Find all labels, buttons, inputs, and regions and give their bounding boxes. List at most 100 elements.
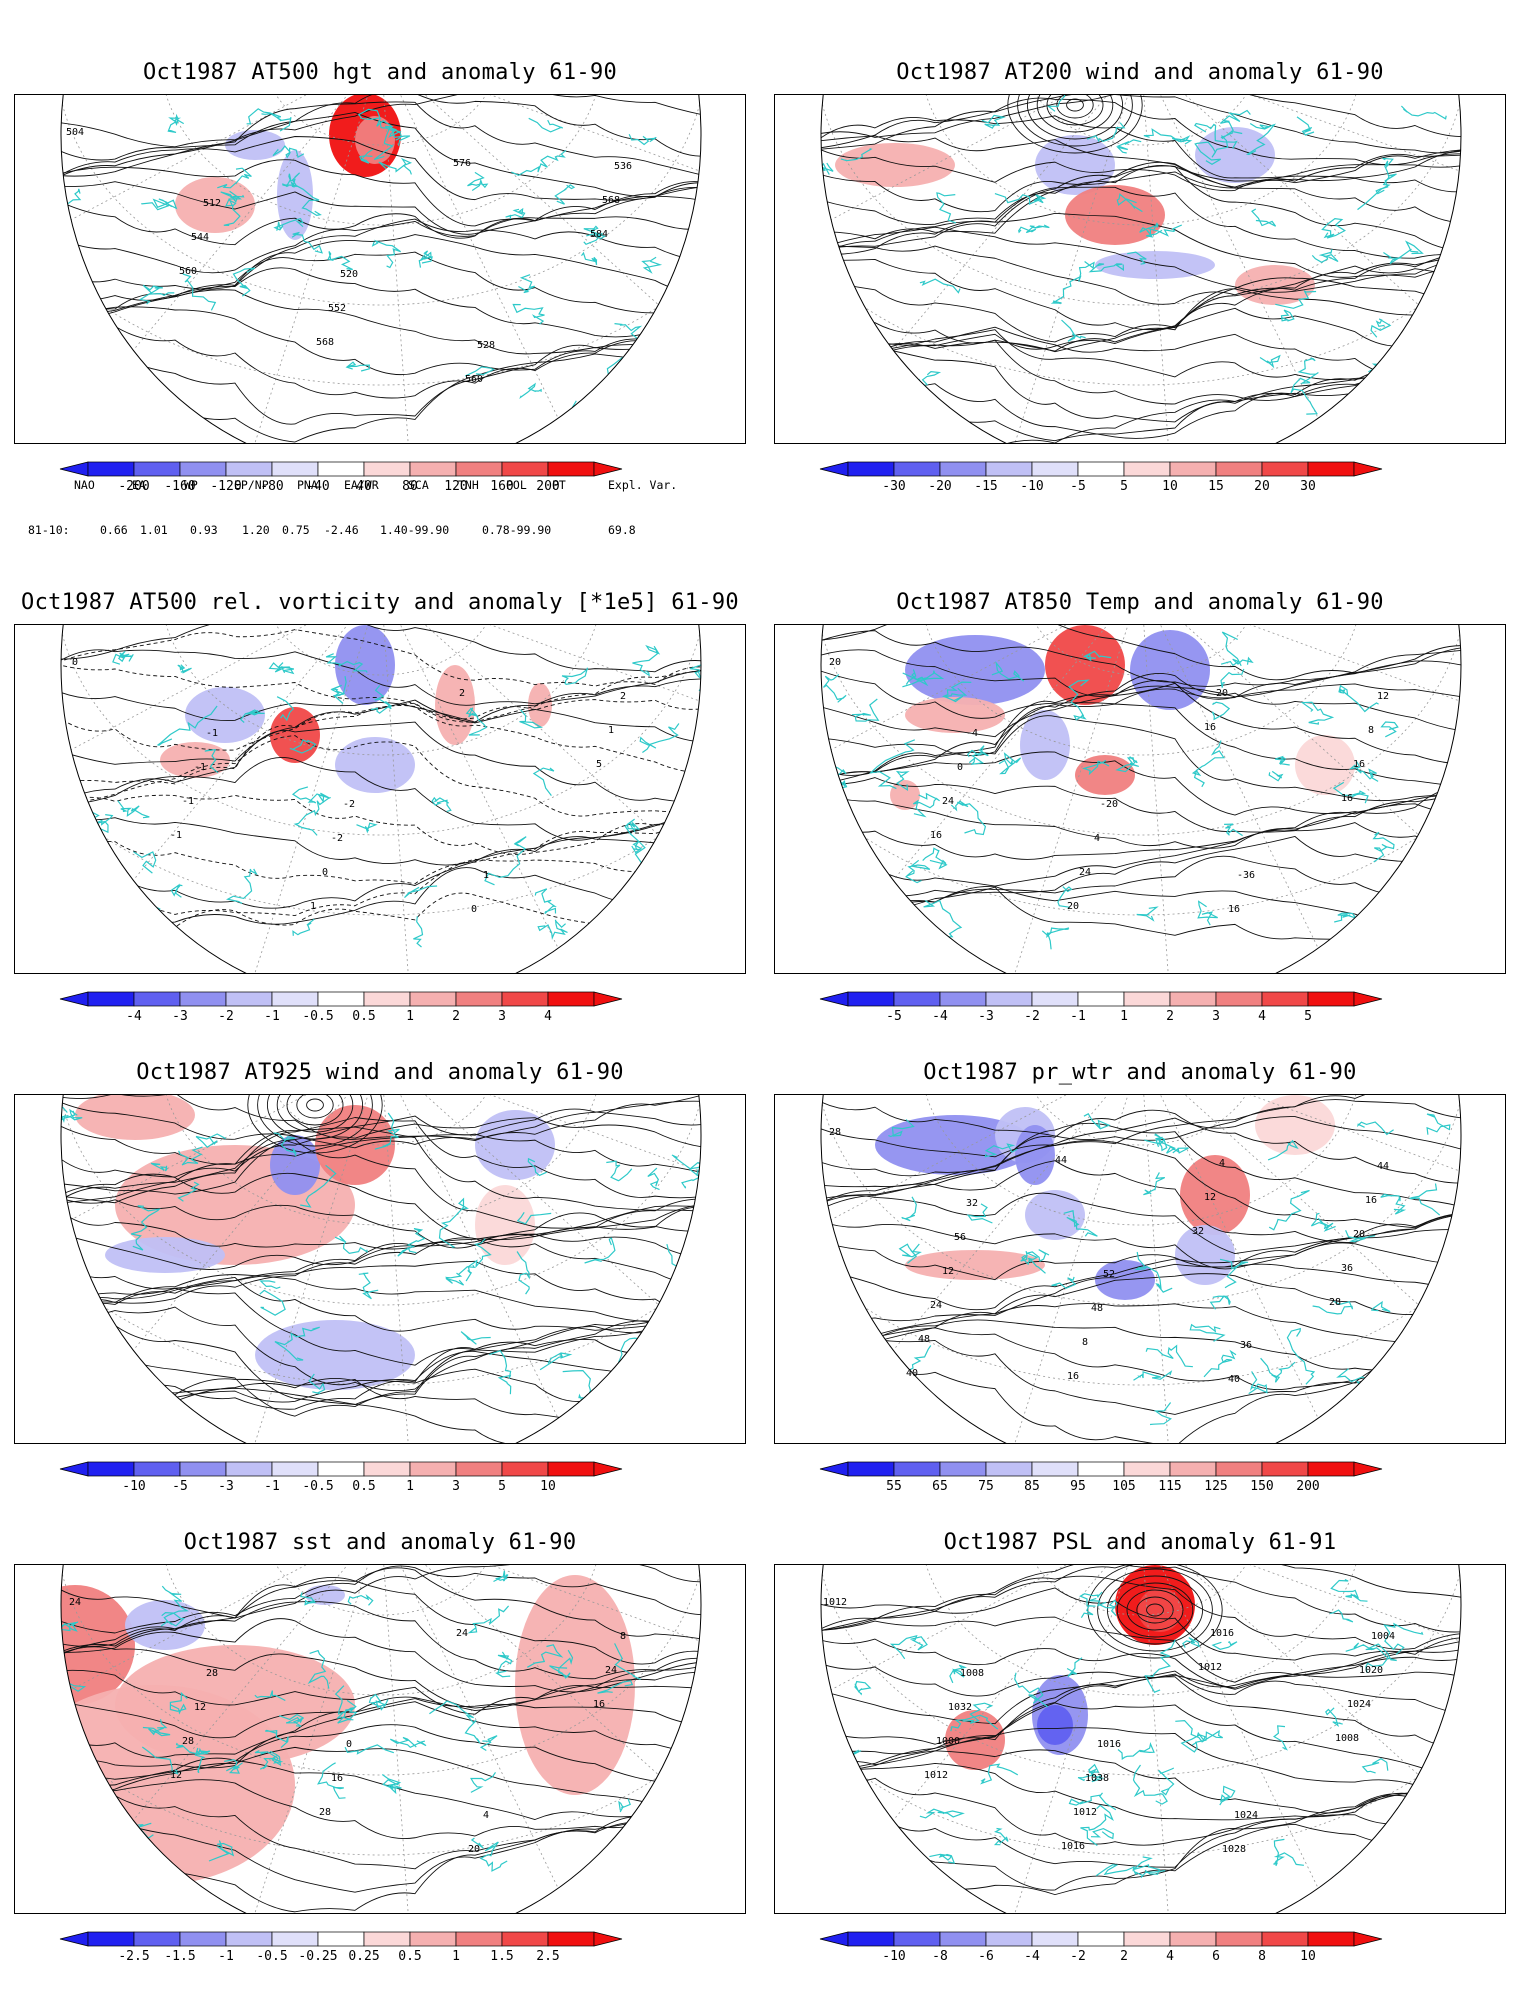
coastline: [460, 1331, 491, 1345]
colorbar-swatch: [1169, 461, 1217, 477]
contour-line: [61, 1274, 701, 1325]
contour-label: -2: [331, 833, 343, 844]
colorbar-swatch: [87, 991, 135, 1007]
coastline: [429, 1700, 481, 1744]
coastline: [254, 1690, 286, 1702]
contour-line: [61, 858, 701, 917]
coastline: [1117, 1742, 1155, 1760]
coastline: [1371, 1300, 1391, 1313]
coastline: [1191, 740, 1225, 788]
contour-line: [821, 288, 1461, 353]
coastline: [1145, 1344, 1193, 1368]
contour-line: [61, 1618, 701, 1693]
coastline: [821, 928, 840, 951]
contour-line: [61, 1233, 701, 1290]
coastline: [1209, 1295, 1231, 1310]
contour-line: [821, 392, 1461, 443]
contour-line: [821, 97, 1461, 166]
coastline: [923, 899, 963, 938]
contour-label: 1: [310, 901, 316, 912]
coastline: [639, 723, 680, 753]
colorbar-swatch: [455, 461, 503, 477]
map-content: [61, 1095, 701, 1443]
colorbar-tick-label: -2: [218, 1009, 234, 1024]
coastline: [1273, 1725, 1288, 1751]
coastline: [844, 890, 862, 908]
contour-label: 16: [930, 830, 942, 841]
colorbar-tick-label: 200: [536, 479, 559, 494]
contour-label: 560: [179, 266, 197, 277]
contour-label: 504: [66, 127, 84, 138]
index-value: -2.46: [324, 523, 359, 537]
contour-line: [61, 1378, 701, 1436]
coastline: [1194, 135, 1229, 165]
coastline: [614, 1643, 641, 1680]
colorbar-swatch: [179, 991, 227, 1007]
colorbar-swatch: [363, 1461, 411, 1477]
colorbar-tick-label: 150: [1250, 1479, 1273, 1494]
colorbar-arrow-right: [1353, 1931, 1383, 1947]
contour-label: 1008: [960, 1668, 984, 1679]
coastline: [259, 1289, 286, 1316]
contour-label: 1004: [1371, 1631, 1395, 1642]
contour-label: 4: [1219, 1158, 1225, 1169]
coastline: [905, 859, 931, 884]
contour-line: [61, 251, 701, 322]
anomaly-shading: [1037, 1705, 1073, 1745]
contour-label: 576: [453, 158, 471, 169]
colorbar-arrow-right: [1353, 991, 1383, 1007]
colorbar-tick-label: -200: [118, 479, 149, 494]
coastline: [358, 148, 373, 164]
contour-line: [61, 1804, 701, 1893]
coastline: [150, 1162, 168, 1172]
colorbar-swatch: [1123, 461, 1171, 477]
coastline: [268, 662, 295, 675]
colorbar-tick-label: 125: [1204, 1479, 1227, 1494]
contour-label: 36: [1341, 1263, 1353, 1274]
contour-label: 28: [829, 1127, 841, 1138]
contour-line: [61, 178, 701, 235]
colorbar-tick-label: 1: [452, 1949, 460, 1964]
contour-label: 20: [1216, 688, 1228, 699]
contour-label: 528: [477, 340, 495, 351]
meridian-line: [1140, 95, 1370, 443]
index-header: TNH: [458, 478, 479, 492]
map-svg: 504 512 520 528 536 544 552 560 568 560 568 576 584: [60, 95, 702, 443]
coastline: [1219, 1258, 1249, 1289]
anomaly-shading: [1175, 1225, 1235, 1285]
colorbar-swatch: [363, 991, 411, 1007]
contour-line: [821, 243, 1461, 305]
coastline: [936, 192, 957, 224]
coastline: [1330, 1579, 1368, 1602]
colorbar-tick-label: -3: [978, 1009, 994, 1024]
colorbar-tick-label: 4: [544, 1009, 552, 1024]
coastline: [334, 1235, 368, 1254]
contour-line: [61, 234, 701, 305]
colorbar-swatch: [501, 461, 549, 477]
coastline: [889, 1634, 928, 1660]
colorbar-swatch: [225, 461, 273, 477]
coastline: [1149, 1402, 1172, 1426]
coastline: [1329, 1609, 1354, 1623]
coastline: [220, 191, 245, 203]
panel-title: Oct1987 AT925 wind and anomaly 61-90: [136, 1060, 624, 1085]
coastline: [628, 134, 657, 146]
coastline: [640, 1332, 701, 1382]
colorbar-swatch: [893, 461, 941, 477]
anomaly-shading: [105, 1237, 225, 1273]
coastline: [1331, 1871, 1348, 1885]
contour-label: 24: [69, 1597, 81, 1608]
coastline: [370, 685, 393, 714]
colorbar-swatch: [455, 1461, 503, 1477]
closed-contour: [1046, 95, 1104, 126]
colorbar-swatch: [1307, 461, 1355, 477]
colorbar-swatch: [133, 1931, 181, 1947]
coastline: [539, 1352, 573, 1371]
coastline: [614, 323, 643, 341]
anomaly-shading: [277, 150, 313, 240]
contour-line: [821, 886, 1461, 950]
colorbar-arrow-right: [593, 1461, 623, 1477]
colorbar-swatch: [271, 1931, 319, 1947]
contour-label: -1: [182, 796, 194, 807]
coastline: [373, 126, 403, 161]
